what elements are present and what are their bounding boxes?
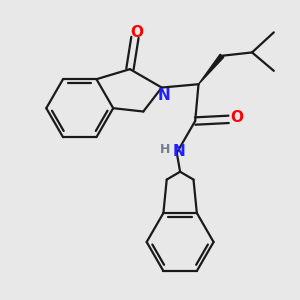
Text: H: H <box>160 143 170 156</box>
Text: O: O <box>230 110 244 125</box>
Text: N: N <box>173 144 186 159</box>
Text: O: O <box>130 25 143 40</box>
Polygon shape <box>199 54 224 84</box>
Text: N: N <box>158 88 171 104</box>
